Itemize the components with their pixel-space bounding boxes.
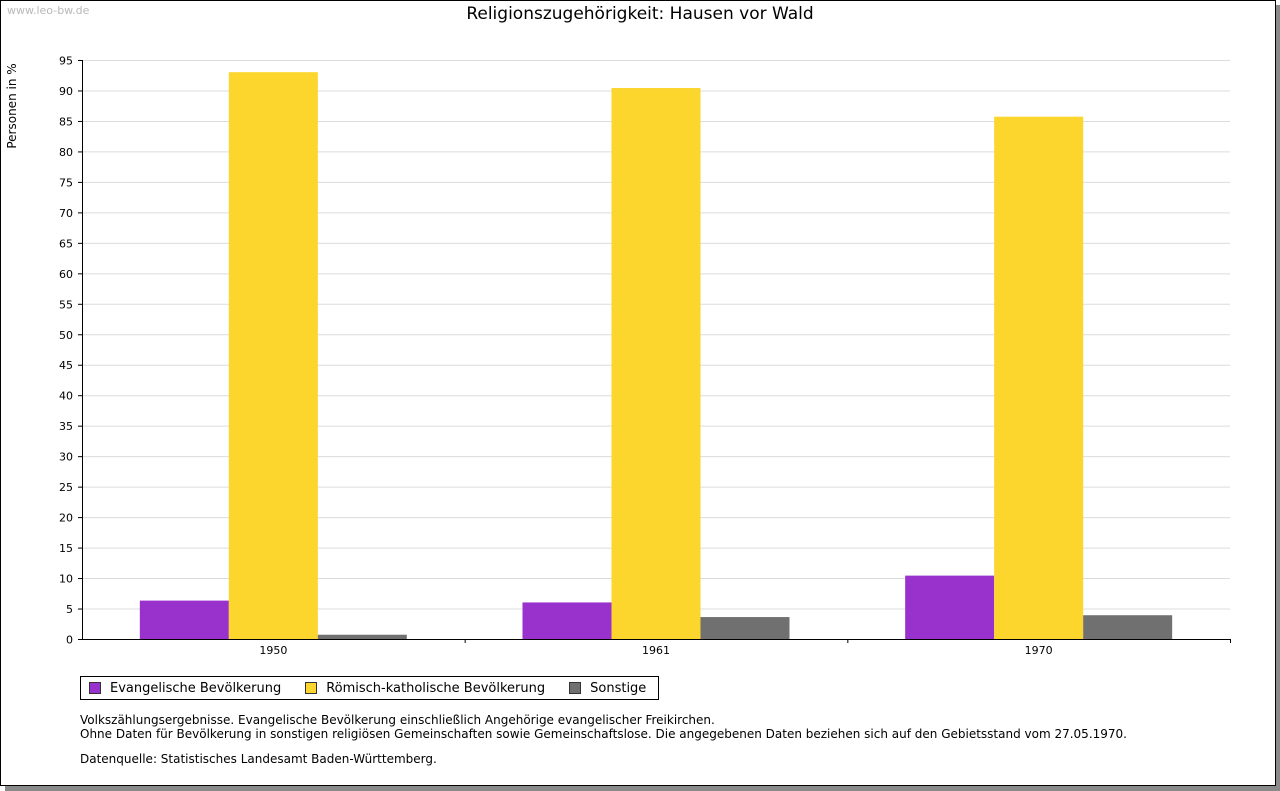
legend-swatch-sonstige <box>569 682 582 694</box>
bar-evangelisch-1961 <box>522 602 612 639</box>
chart-title: Religionszugehörigkeit: Hausen vor Wald <box>466 4 814 24</box>
watermark: www.leo-bw.de <box>7 4 90 17</box>
chart-legend: Evangelische Bevölkerung Römisch-katholi… <box>80 676 660 700</box>
y-tick-label: 45 <box>59 359 73 372</box>
y-tick-label: 65 <box>59 237 73 250</box>
y-tick-label: 55 <box>59 298 73 311</box>
bar-katholisch-1961 <box>611 88 701 640</box>
bar-sonstige-1950 <box>317 634 407 639</box>
bar-evangelisch-1970 <box>905 575 995 639</box>
y-tick-label: 95 <box>59 55 73 68</box>
legend-label-sonstige: Sonstige <box>590 680 647 696</box>
x-tick-label: 1961 <box>642 644 670 657</box>
y-tick-label: 75 <box>59 176 73 189</box>
x-tick-label: 1950 <box>259 644 287 657</box>
x-tick-label: 1970 <box>1025 644 1053 657</box>
bar-evangelisch-1950 <box>139 600 229 639</box>
legend-item-katholisch: Römisch-katholische Bevölkerung <box>305 681 545 696</box>
y-tick-label: 5 <box>66 603 73 616</box>
y-tick-label: 0 <box>66 634 73 647</box>
bar-katholisch-1970 <box>994 116 1084 640</box>
y-tick-label: 15 <box>59 542 73 555</box>
y-tick-label: 80 <box>59 146 73 159</box>
note-line-2: Ohne Daten für Bevölkerung in sonstigen … <box>80 727 1127 741</box>
y-tick-label: 20 <box>59 512 73 525</box>
legend-swatch-katholisch <box>305 682 318 694</box>
legend-label-evangelisch: Evangelische Bevölkerung <box>110 680 282 696</box>
bar-sonstige-1961 <box>700 617 790 639</box>
data-source: Datenquelle: Statistisches Landesamt Bad… <box>80 752 437 766</box>
y-tick-label: 25 <box>59 481 73 494</box>
legend-item-sonstige: Sonstige <box>569 681 646 696</box>
bar-sonstige-1970 <box>1083 615 1173 639</box>
y-tick-label: 35 <box>59 420 73 433</box>
y-tick-label: 60 <box>59 268 73 281</box>
y-tick-label: 50 <box>59 329 73 342</box>
y-tick-label: 85 <box>59 115 73 128</box>
y-axis-label: Personen in % <box>5 63 19 148</box>
y-tick-label: 70 <box>59 207 73 220</box>
bar-katholisch-1950 <box>228 72 318 640</box>
y-tick-label: 10 <box>59 573 73 586</box>
legend-item-evangelisch: Evangelische Bevölkerung <box>89 681 281 696</box>
y-tick-label: 90 <box>59 85 73 98</box>
note-line-1: Volkszählungsergebnisse. Evangelische Be… <box>80 713 715 727</box>
y-tick-label: 40 <box>59 390 73 403</box>
chart-notes: Volkszählungsergebnisse. Evangelische Be… <box>80 713 1127 741</box>
legend-swatch-evangelisch <box>89 682 101 694</box>
legend-label-katholisch: Römisch-katholische Bevölkerung <box>326 680 546 696</box>
y-tick-label: 30 <box>59 451 73 464</box>
